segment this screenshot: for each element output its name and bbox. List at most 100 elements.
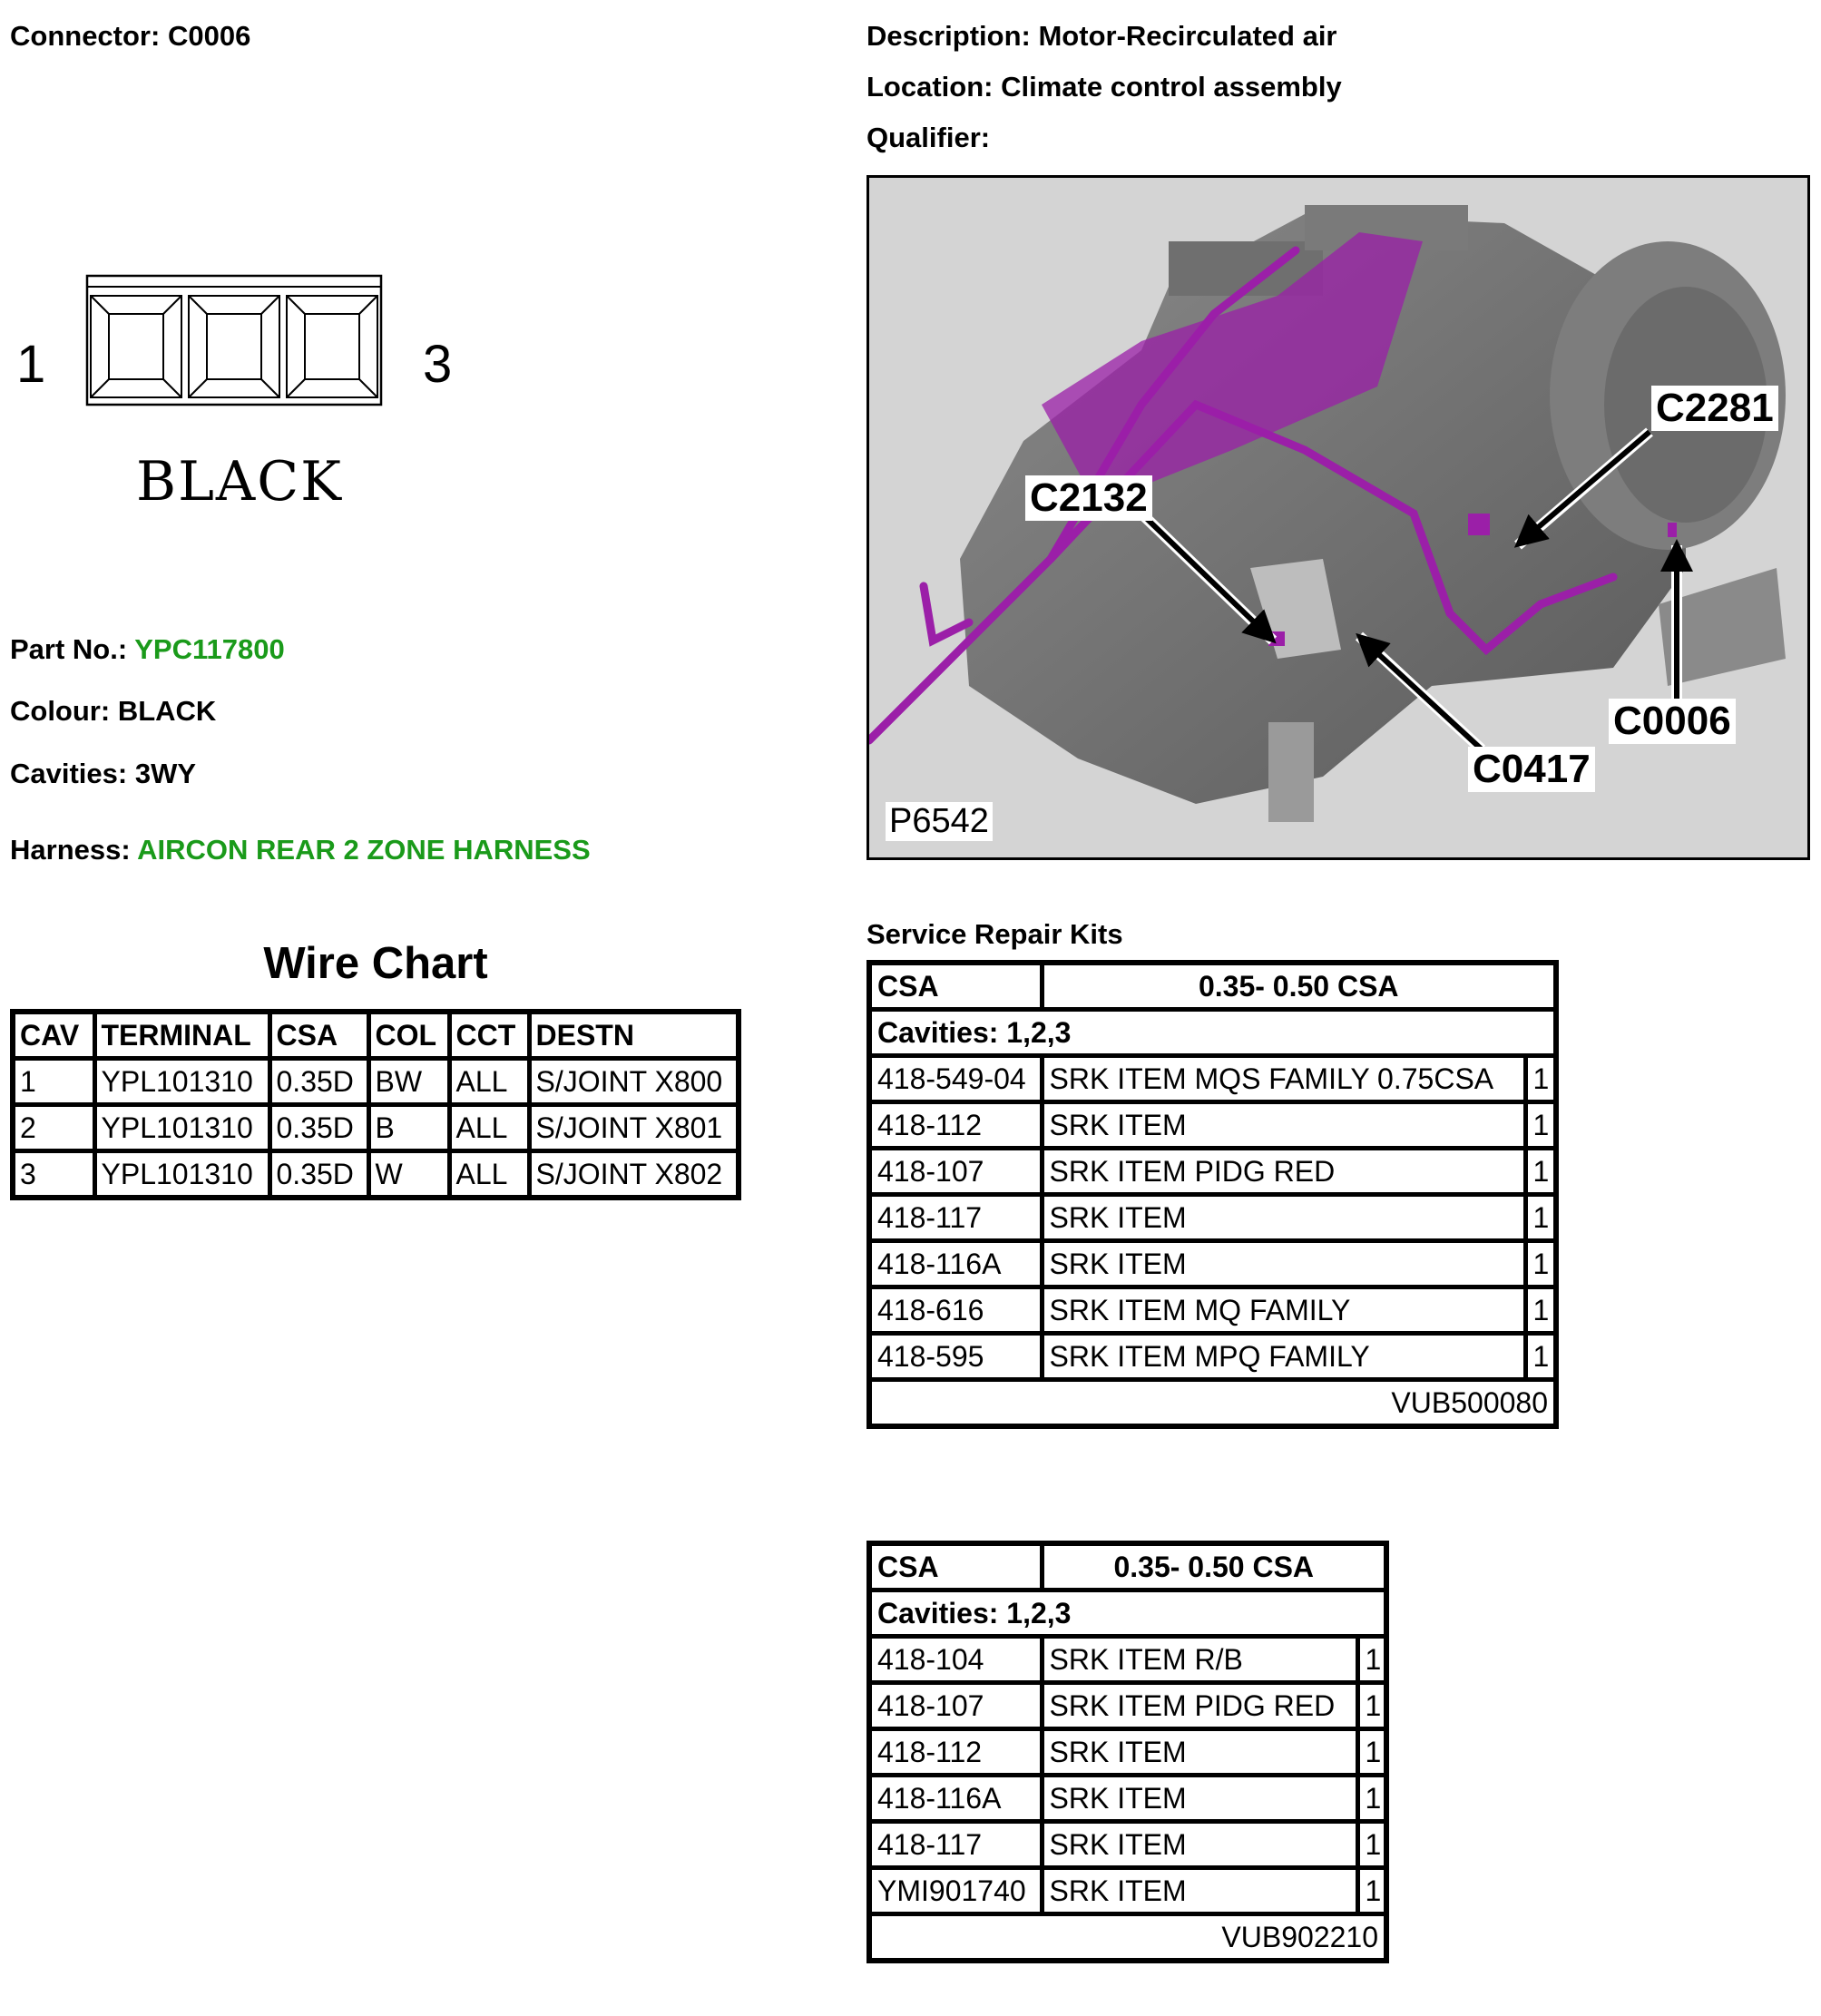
description-label: Description: (866, 20, 1031, 52)
csa-value: 0.35- 0.50 CSA (1039, 1541, 1389, 1592)
header-col: COL (366, 1009, 452, 1061)
qualifier-label: Qualifier: (866, 122, 991, 153)
kit-cavities: Cavities: 1,2,3 (866, 1007, 1559, 1058)
table-row: 418-616 SRK ITEM MQ FAMILY 1 (866, 1285, 1559, 1336)
cell-terminal: YPL101310 (92, 1056, 272, 1107)
wire-chart-table: CAV TERMINAL CSA COL CCT DESTN 1 YPL1013… (10, 1009, 741, 1200)
item-qty: 1 (1522, 1146, 1559, 1197)
kit-number: VUB902210 (866, 1912, 1389, 1963)
cell-terminal: YPL101310 (92, 1149, 272, 1200)
header-csa: CSA (267, 1009, 371, 1061)
cavities-value: 3WY (134, 758, 197, 789)
cell-cav: 3 (10, 1149, 97, 1200)
location-value: Climate control assembly (1001, 71, 1342, 103)
table-row: 418-107 SRK ITEM PIDG RED 1 (866, 1680, 1389, 1731)
harness-link[interactable]: AIRCON REAR 2 ZONE HARNESS (137, 834, 591, 866)
kit-number-row: VUB500080 (866, 1377, 1559, 1429)
cell-cct: ALL (446, 1102, 532, 1153)
callout-c2132: C2132 (1025, 475, 1152, 521)
cell-cct: ALL (446, 1056, 532, 1107)
item-part: 418-117 (866, 1819, 1044, 1870)
kit-number-row: VUB902210 (866, 1912, 1389, 1963)
qualifier-line: Qualifier: (866, 122, 990, 154)
pin-right-label: 3 (423, 335, 453, 394)
pin-left-label: 1 (16, 335, 46, 394)
header-cct: CCT (446, 1009, 532, 1061)
photo-id: P6542 (886, 802, 993, 841)
connector-face-diagram (85, 274, 383, 406)
item-desc: SRK ITEM MQ FAMILY (1039, 1285, 1528, 1336)
table-row: 418-117 SRK ITEM 1 (866, 1192, 1559, 1243)
csa-label: CSA (866, 960, 1044, 1012)
header-terminal: TERMINAL (92, 1009, 272, 1061)
table-row: YMI901740 SRK ITEM 1 (866, 1865, 1389, 1916)
table-row: 418-117 SRK ITEM 1 (866, 1819, 1389, 1870)
table-row: 1 YPL101310 0.35D BW ALL S/JOINT X800 (10, 1056, 741, 1107)
kit-cavities: Cavities: 1,2,3 (866, 1588, 1389, 1639)
description-line: Description: Motor-Recirculated air (866, 20, 1337, 53)
item-part: 418-116A (866, 1238, 1044, 1289)
item-qty: 1 (1355, 1680, 1389, 1731)
description-value: Motor-Recirculated air (1038, 20, 1337, 52)
item-desc: SRK ITEM (1039, 1100, 1528, 1150)
item-qty: 1 (1522, 1331, 1559, 1382)
item-qty: 1 (1522, 1053, 1559, 1104)
table-row: 418-595 SRK ITEM MPQ FAMILY 1 (866, 1331, 1559, 1382)
srk-kit-table: CSA 0.35- 0.50 CSA Cavities: 1,2,3 418-10… (866, 1541, 1389, 1963)
cell-csa: 0.35D (267, 1056, 371, 1107)
item-desc: SRK ITEM MQS FAMILY 0.75CSA (1039, 1053, 1528, 1104)
table-header-row: CAV TERMINAL CSA COL CCT DESTN (10, 1009, 741, 1061)
item-part: 418-104 (866, 1634, 1044, 1685)
cell-destn: S/JOINT X801 (526, 1102, 741, 1153)
table-row: 418-104 SRK ITEM R/B 1 (866, 1634, 1389, 1685)
header-destn: DESTN (526, 1009, 741, 1061)
kit-cavities-row: Cavities: 1,2,3 (866, 1007, 1559, 1058)
srk-title: Service Repair Kits (866, 918, 1123, 950)
cell-csa: 0.35D (267, 1102, 371, 1153)
cell-cct: ALL (446, 1149, 532, 1200)
item-part: 418-112 (866, 1100, 1044, 1150)
component-location-photo: C2281 C2132 C0417 C0006 P6542 (866, 175, 1810, 860)
colour-value: BLACK (117, 695, 217, 727)
climate-assembly-illustration (869, 205, 1786, 822)
item-desc: SRK ITEM PIDG RED (1039, 1680, 1360, 1731)
table-row: 418-116A SRK ITEM 1 (866, 1238, 1559, 1289)
cell-cav: 1 (10, 1056, 97, 1107)
kit-number: VUB500080 (866, 1377, 1559, 1429)
item-desc: SRK ITEM (1039, 1727, 1360, 1777)
cell-csa: 0.35D (267, 1149, 371, 1200)
connector-line: Connector: C0006 (10, 20, 250, 53)
item-part: 418-107 (866, 1146, 1044, 1197)
callout-c0417: C0417 (1468, 747, 1595, 792)
item-part: 418-549-04 (866, 1053, 1044, 1104)
csa-value: 0.35- 0.50 CSA (1039, 960, 1559, 1012)
part-no-line: Part No.: YPC117800 (10, 633, 285, 666)
harness-label: Harness: (10, 834, 131, 866)
item-qty: 1 (1355, 1634, 1389, 1685)
cavities-line: Cavities: 3WY (10, 758, 196, 790)
item-qty: 1 (1355, 1773, 1389, 1824)
item-qty: 1 (1522, 1192, 1559, 1243)
table-row: 3 YPL101310 0.35D W ALL S/JOINT X802 (10, 1149, 741, 1200)
connector-value: C0006 (167, 20, 251, 52)
table-row: 418-107 SRK ITEM PIDG RED 1 (866, 1146, 1559, 1197)
colour-label: Colour: (10, 695, 111, 727)
cell-destn: S/JOINT X802 (526, 1149, 741, 1200)
part-no-link[interactable]: YPC117800 (134, 633, 285, 665)
item-qty: 1 (1522, 1100, 1559, 1150)
item-desc: SRK ITEM (1039, 1819, 1360, 1870)
item-desc: SRK ITEM PIDG RED (1039, 1146, 1528, 1197)
item-part: 418-107 (866, 1680, 1044, 1731)
cell-col: B (366, 1102, 452, 1153)
table-row: 418-112 SRK ITEM 1 (866, 1727, 1389, 1777)
item-qty: 1 (1355, 1819, 1389, 1870)
cavities-label: Cavities: (10, 758, 128, 789)
location-line: Location: Climate control assembly (866, 71, 1342, 103)
item-part: 418-616 (866, 1285, 1044, 1336)
harness-line: Harness: AIRCON REAR 2 ZONE HARNESS (10, 834, 591, 866)
item-desc: SRK ITEM (1039, 1773, 1360, 1824)
item-desc: SRK ITEM (1039, 1238, 1528, 1289)
kit-csa-row: CSA 0.35- 0.50 CSA (866, 1541, 1389, 1592)
location-label: Location: (866, 71, 994, 103)
csa-label: CSA (866, 1541, 1044, 1592)
